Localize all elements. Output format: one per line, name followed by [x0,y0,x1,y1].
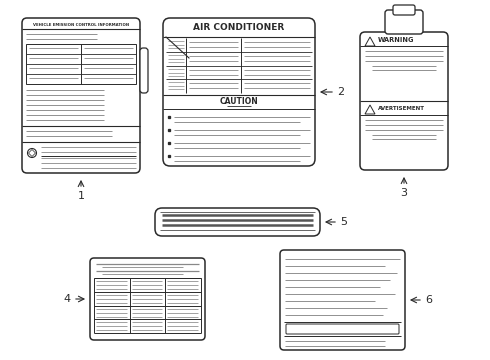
Text: AVERTISEMENT: AVERTISEMENT [378,107,425,112]
FancyBboxPatch shape [90,258,205,340]
Text: 2: 2 [338,87,344,97]
FancyBboxPatch shape [360,32,448,170]
FancyBboxPatch shape [286,324,399,334]
Text: 1: 1 [77,191,84,201]
Text: AIR CONDITIONER: AIR CONDITIONER [194,23,285,32]
Text: VEHICLE EMISSION CONTROL INFORMATION: VEHICLE EMISSION CONTROL INFORMATION [33,22,129,27]
Text: 5: 5 [341,217,347,227]
Text: 3: 3 [400,188,408,198]
Text: CAUTION: CAUTION [220,98,258,107]
FancyBboxPatch shape [22,18,140,173]
FancyBboxPatch shape [140,48,148,93]
FancyBboxPatch shape [163,18,315,166]
Text: 6: 6 [425,295,433,305]
Text: 4: 4 [63,294,71,304]
Text: WARNING: WARNING [378,37,415,43]
FancyBboxPatch shape [393,5,415,15]
Bar [26,44,136,84]
FancyBboxPatch shape [155,208,320,236]
FancyBboxPatch shape [280,250,405,350]
FancyBboxPatch shape [385,10,423,34]
